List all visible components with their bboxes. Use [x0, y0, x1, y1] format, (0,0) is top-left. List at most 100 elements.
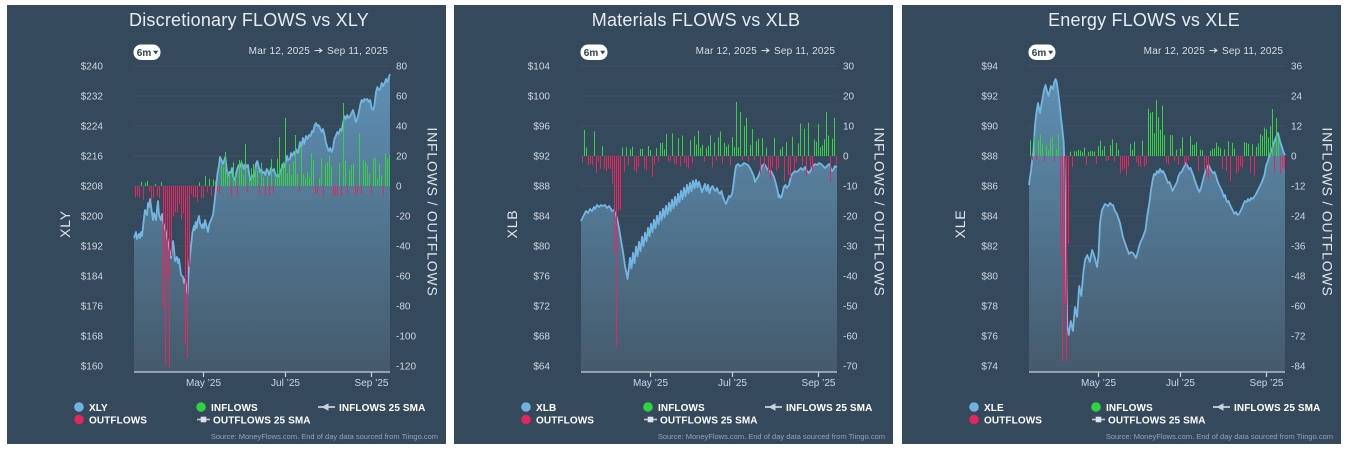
svg-text:60: 60 [396, 92, 408, 103]
svg-text:-60: -60 [843, 332, 858, 343]
svg-text:$84: $84 [981, 212, 998, 223]
svg-text:0: 0 [1291, 152, 1297, 163]
svg-text:20: 20 [843, 92, 855, 103]
svg-text:May ’25: May ’25 [633, 378, 668, 389]
svg-text:$72: $72 [533, 302, 550, 313]
svg-text:$78: $78 [981, 302, 998, 313]
svg-text:-60: -60 [1291, 302, 1306, 313]
svg-text:6m: 6m [137, 48, 152, 59]
svg-text:24: 24 [1291, 92, 1303, 103]
svg-text:$92: $92 [533, 152, 550, 163]
svg-text:Jul ’25: Jul ’25 [271, 378, 300, 389]
svg-text:-40: -40 [396, 242, 411, 253]
svg-text:Source: MoneyFlows.com. End of: Source: MoneyFlows.com. End of day data … [1106, 432, 1333, 441]
svg-text:$90: $90 [981, 122, 998, 133]
svg-text:$240: $240 [81, 62, 104, 73]
svg-text:OUTFLOWS: OUTFLOWS [89, 416, 147, 427]
svg-text:OUTFLOWS 25 SMA: OUTFLOWS 25 SMA [660, 416, 758, 427]
svg-text:OUTFLOWS: OUTFLOWS [536, 416, 594, 427]
svg-text:INFLOWS: INFLOWS [658, 403, 705, 414]
svg-text:$88: $88 [981, 152, 998, 163]
svg-text:Sep 11, 2025: Sep 11, 2025 [774, 46, 835, 57]
svg-text:-80: -80 [396, 302, 411, 313]
svg-text:12: 12 [1291, 122, 1303, 133]
svg-text:INFLOWS: INFLOWS [1106, 403, 1153, 414]
svg-text:-72: -72 [1291, 332, 1306, 343]
svg-text:Sep 11, 2025: Sep 11, 2025 [1222, 46, 1283, 57]
svg-text:30: 30 [843, 62, 855, 73]
svg-text:$216: $216 [81, 152, 104, 163]
svg-text:-20: -20 [396, 212, 411, 223]
svg-text:Energy FLOWS vs XLE: Energy FLOWS vs XLE [1048, 10, 1240, 30]
svg-text:$86: $86 [981, 182, 998, 193]
svg-text:-48: -48 [1291, 272, 1306, 283]
svg-text:$192: $192 [81, 242, 104, 253]
svg-text:6m: 6m [584, 48, 599, 59]
svg-text:$68: $68 [533, 332, 550, 343]
svg-text:May ’25: May ’25 [186, 378, 221, 389]
svg-text:Source: MoneyFlows.com. End of: Source: MoneyFlows.com. End of day data … [658, 432, 885, 441]
svg-text:Sep 11, 2025: Sep 11, 2025 [327, 46, 388, 57]
svg-text:36: 36 [1291, 62, 1303, 73]
svg-text:-10: -10 [843, 182, 858, 193]
svg-text:$160: $160 [81, 362, 104, 373]
svg-text:$88: $88 [533, 182, 550, 193]
svg-text:Discretionary FLOWS vs XLY: Discretionary FLOWS vs XLY [129, 10, 369, 30]
svg-text:INFLOWS / OUTFLOWS: INFLOWS / OUTFLOWS [872, 127, 888, 296]
svg-text:$208: $208 [81, 182, 104, 193]
svg-text:Jul ’25: Jul ’25 [1166, 378, 1195, 389]
svg-text:OUTFLOWS: OUTFLOWS [984, 416, 1042, 427]
svg-text:40: 40 [396, 122, 408, 133]
svg-text:-24: -24 [1291, 212, 1306, 223]
svg-text:-120: -120 [396, 362, 416, 373]
svg-text:-60: -60 [396, 272, 411, 283]
svg-text:XLE: XLE [984, 403, 1004, 414]
svg-text:20: 20 [396, 152, 408, 163]
svg-text:0: 0 [396, 182, 402, 193]
svg-text:Sep ’25: Sep ’25 [355, 378, 389, 389]
svg-text:6m: 6m [1032, 48, 1047, 59]
svg-text:-84: -84 [1291, 362, 1306, 373]
svg-text:INFLOWS / OUTFLOWS: INFLOWS / OUTFLOWS [425, 127, 441, 296]
svg-text:Mar 12, 2025: Mar 12, 2025 [1144, 46, 1206, 57]
svg-text:Jul ’25: Jul ’25 [718, 378, 747, 389]
svg-text:$84: $84 [533, 212, 550, 223]
svg-text:$82: $82 [981, 242, 998, 253]
svg-text:INFLOWS 25 SMA: INFLOWS 25 SMA [339, 403, 425, 414]
svg-text:INFLOWS: INFLOWS [211, 403, 258, 414]
svg-text:$76: $76 [981, 332, 998, 343]
svg-text:INFLOWS 25 SMA: INFLOWS 25 SMA [1234, 403, 1320, 414]
svg-text:-20: -20 [843, 212, 858, 223]
svg-text:$100: $100 [528, 92, 551, 103]
svg-text:XLB: XLB [536, 403, 556, 414]
svg-text:$232: $232 [81, 92, 104, 103]
svg-text:-50: -50 [843, 302, 858, 313]
svg-text:XLY: XLY [57, 210, 73, 238]
svg-text:OUTFLOWS 25 SMA: OUTFLOWS 25 SMA [1108, 416, 1206, 427]
svg-text:$176: $176 [81, 302, 104, 313]
svg-text:$92: $92 [981, 92, 998, 103]
svg-text:10: 10 [843, 122, 855, 133]
svg-text:Sep ’25: Sep ’25 [802, 378, 836, 389]
svg-text:May ’25: May ’25 [1081, 378, 1116, 389]
svg-text:Mar 12, 2025: Mar 12, 2025 [249, 46, 311, 57]
svg-text:-100: -100 [396, 332, 416, 343]
svg-text:$168: $168 [81, 332, 104, 343]
svg-text:$80: $80 [981, 272, 998, 283]
svg-text:INFLOWS / OUTFLOWS: INFLOWS / OUTFLOWS [1320, 127, 1336, 296]
svg-text:-30: -30 [843, 242, 858, 253]
svg-text:-12: -12 [1291, 182, 1306, 193]
svg-text:0: 0 [843, 152, 849, 163]
svg-text:$64: $64 [533, 362, 550, 373]
svg-text:OUTFLOWS 25 SMA: OUTFLOWS 25 SMA [213, 416, 311, 427]
svg-text:$74: $74 [981, 362, 998, 373]
svg-text:Mar 12, 2025: Mar 12, 2025 [696, 46, 758, 57]
svg-text:XLY: XLY [89, 403, 108, 414]
svg-text:-40: -40 [843, 272, 858, 283]
svg-text:$76: $76 [533, 272, 550, 283]
svg-text:$80: $80 [533, 242, 550, 253]
svg-text:-36: -36 [1291, 242, 1306, 253]
svg-text:Materials FLOWS vs XLB: Materials FLOWS vs XLB [592, 10, 800, 30]
svg-text:80: 80 [396, 62, 408, 73]
svg-text:$96: $96 [533, 122, 550, 133]
